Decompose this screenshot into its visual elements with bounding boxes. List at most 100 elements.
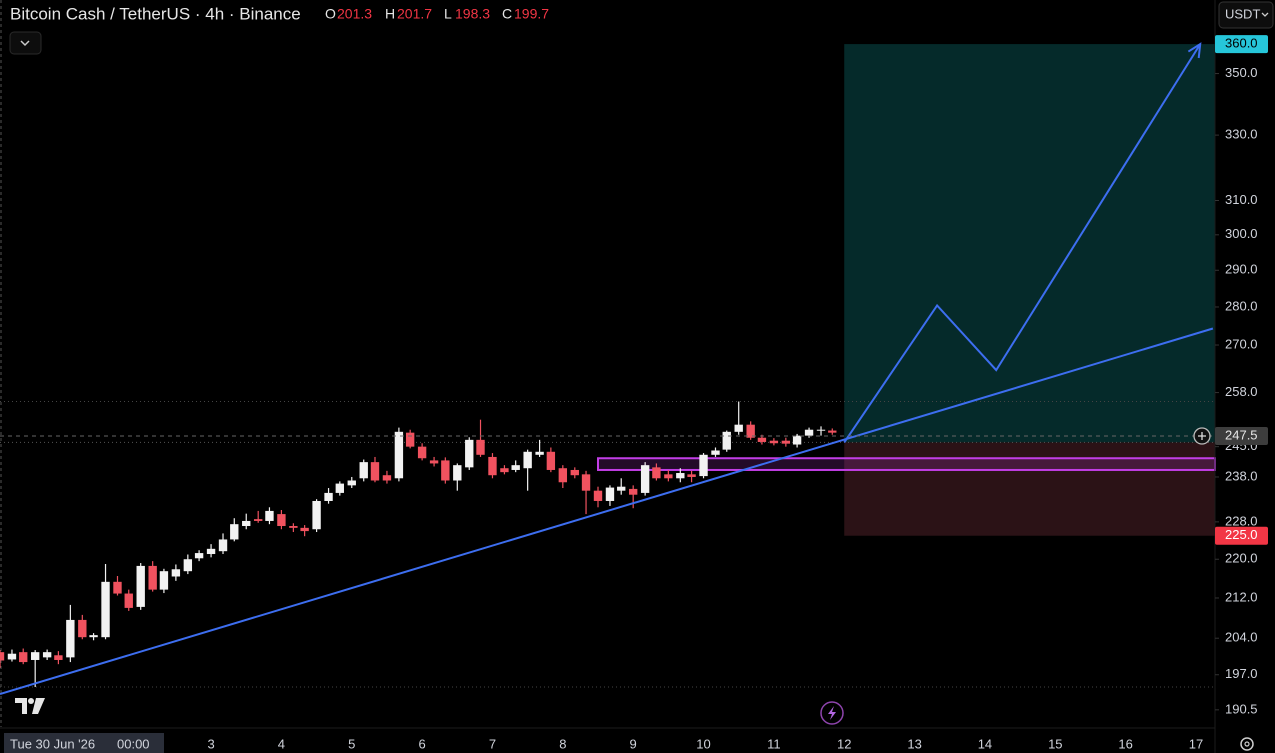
cursor-date-label: Tue 30 Jun '26 (10, 736, 95, 751)
candle-body (30, 652, 40, 660)
candle-body (254, 519, 263, 521)
candle-body (570, 469, 579, 476)
candle-body (183, 559, 193, 572)
candle-body (757, 437, 767, 442)
arrow-head (1187, 42, 1202, 59)
candle-body (7, 653, 17, 660)
candle-body (640, 465, 650, 493)
ohlc-key: L (444, 6, 452, 22)
collapse-button[interactable] (9, 31, 42, 55)
candle-body (617, 486, 626, 491)
ohlc-value: 201.7 (397, 6, 432, 22)
x-tick-label: 15 (1048, 736, 1062, 751)
currency-button[interactable]: USDT (1218, 1, 1274, 29)
price-label-box (1215, 427, 1268, 446)
candle-body (676, 473, 685, 479)
candle-body (628, 488, 638, 495)
candle-body (488, 456, 497, 476)
y-tick-label: 350.0 (1225, 65, 1258, 80)
candle-body (535, 451, 544, 455)
candle-body (465, 439, 474, 468)
candle-body (405, 432, 415, 447)
cursor-date-box (4, 733, 164, 753)
x-tick-label: 17 (1189, 736, 1203, 751)
x-tick-label: 6 (419, 736, 426, 751)
currency-label: USDT (1225, 6, 1260, 21)
candle-body (324, 492, 333, 501)
candle-body (792, 435, 802, 445)
candle-body (664, 474, 673, 479)
candle-body (746, 424, 755, 438)
candle-body (289, 526, 298, 528)
candle-body (206, 548, 216, 555)
candle-body (687, 474, 696, 477)
y-tick-label: 197.0 (1225, 666, 1258, 681)
candle-body (476, 439, 485, 455)
candle-body (523, 451, 532, 469)
candle-body (769, 440, 779, 444)
x-tick-label: 10 (696, 736, 710, 751)
candle-body (347, 480, 356, 486)
x-tick-label: 11 (767, 736, 781, 751)
candle-body (711, 450, 720, 455)
candle-body (394, 431, 404, 479)
candle-body (78, 619, 87, 638)
add-alert-button[interactable] (1193, 427, 1211, 445)
y-tick-label: 258.0 (1225, 384, 1258, 399)
candle-body (54, 655, 63, 660)
y-tick-label: 300.0 (1225, 226, 1258, 241)
candle-body (652, 467, 661, 479)
price-label: 225.0 (1225, 527, 1258, 542)
y-tick-label: 190.5 (1225, 701, 1258, 716)
candle-body (546, 451, 556, 470)
candle-body (734, 424, 743, 432)
candle-body (500, 468, 509, 473)
candle-body (124, 593, 133, 608)
candle-body (593, 490, 603, 501)
candle-body (218, 539, 228, 552)
candle-body (382, 475, 392, 481)
candle-body (417, 446, 427, 459)
y-tick-label: 220.0 (1225, 551, 1258, 566)
x-tick-label: 16 (1118, 736, 1132, 751)
candle-body (194, 553, 204, 559)
ohlc-legend: O 201.3 H 201.7 L 198.3 C 199.7 (325, 6, 549, 22)
projection-path (843, 43, 1202, 443)
alert-icon[interactable] (820, 701, 844, 725)
ohlc-value: 199.7 (514, 6, 549, 22)
y-tick-label: 212.0 (1225, 589, 1258, 604)
loss-zone (844, 442, 1215, 536)
candle-body (171, 569, 181, 577)
candle-body (312, 500, 321, 530)
price-label-box (1215, 526, 1268, 545)
candle-body (66, 619, 75, 658)
candle-body (101, 581, 110, 638)
ohlc-key: C (502, 6, 512, 22)
candle-body (300, 527, 309, 532)
settings-icon[interactable] (1240, 737, 1254, 751)
candle-body (359, 462, 368, 479)
candle-body (113, 581, 122, 594)
x-tick-label: 13 (907, 736, 921, 751)
candle-body (804, 429, 814, 436)
tradingview-logo[interactable] (15, 698, 45, 714)
cursor-time-label: 00:00 (117, 736, 150, 751)
x-tick-label: 9 (630, 736, 637, 751)
candle-body (277, 514, 286, 527)
trend-line (0, 327, 1214, 695)
symbol-title: Bitcoin Cash / TetherUS · 4h · Binance (10, 4, 301, 23)
x-tick-label: 5 (348, 736, 355, 751)
y-tick-label: 310.0 (1225, 192, 1258, 207)
ohlc-value: 198.3 (455, 6, 490, 22)
candle-body (148, 565, 157, 590)
y-tick-label: 280.0 (1225, 298, 1258, 313)
candle-body (335, 483, 344, 493)
candle-body (242, 520, 251, 527)
y-tick-label: 270.0 (1225, 336, 1258, 351)
profit-zone (844, 44, 1215, 443)
supply-zone (597, 457, 1216, 471)
candle-body (558, 468, 568, 483)
candle-body (699, 454, 708, 477)
candle-body (0, 652, 5, 661)
